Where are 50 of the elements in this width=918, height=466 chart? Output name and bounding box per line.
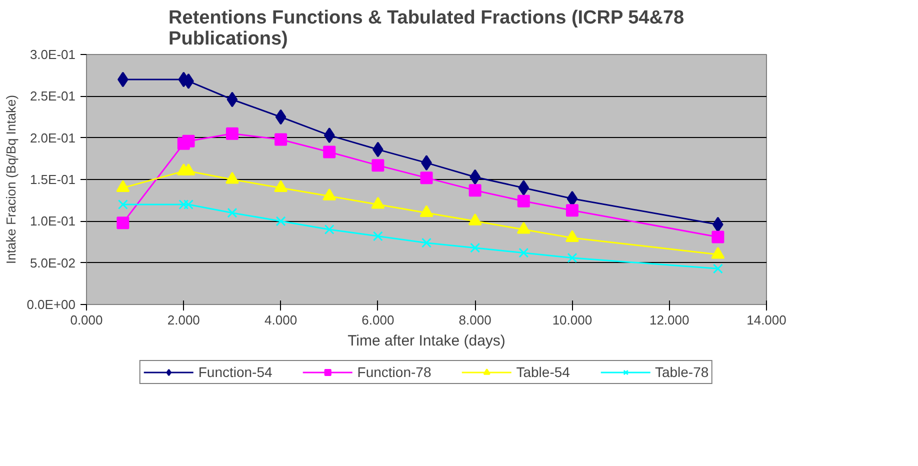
x-tick-label: 10.000 [552,312,592,328]
y-tick-label: 2.5E-01 [30,88,76,104]
x-tick-label: 14.000 [746,312,786,328]
point [372,159,384,172]
point [566,190,578,206]
point [470,242,480,253]
x-tick-label: 8.000 [458,312,492,328]
point [566,204,578,217]
y-tick-label: 5.0E-02 [30,255,76,270]
point [518,248,529,258]
x-tick-label: 12.000 [649,312,690,328]
point [323,146,336,158]
point [517,194,530,208]
chart-title: Retentions Functions & Tabulated Fractions (ICRP 54&78 Publications) [168,8,684,50]
point [276,216,286,226]
point [712,230,724,244]
point [226,127,238,140]
x-axis-title: Time after Intake (days) [348,332,506,350]
point [226,92,238,108]
legend-label: Function-54 [198,364,272,380]
y-tick-label: 2.0E-01 [30,130,76,146]
point [422,238,432,248]
y-tick-label: 0.0E+00 [26,297,76,312]
x-tick-label: 2.000 [167,312,200,328]
x-tick-label: 0.000 [70,312,103,328]
x-tick-label: 4.000 [264,312,298,328]
legend-label: Table-54 [516,364,570,380]
x-tick-label: 6.000 [362,312,394,328]
point [324,224,334,234]
point [182,134,195,148]
y-tick-label: 1.0E-01 [30,214,76,229]
point [372,231,383,242]
legend-label: Table-78 [654,364,709,380]
point [275,109,286,125]
point [324,128,335,144]
y-axis-title: Intake Fracion (Bq/Bq Intake) [4,94,19,264]
point [274,133,288,146]
y-tick-label: 1.5E-01 [30,172,76,187]
point [468,184,482,197]
point [118,200,128,210]
point [178,200,189,210]
point [420,172,433,184]
point [567,252,578,263]
point [518,180,530,196]
point [184,200,194,210]
legend-label: Function-78 [357,364,432,380]
point [227,208,238,218]
point [712,264,723,274]
y-tick-label: 3.0E-01 [30,47,76,62]
point [116,216,130,230]
